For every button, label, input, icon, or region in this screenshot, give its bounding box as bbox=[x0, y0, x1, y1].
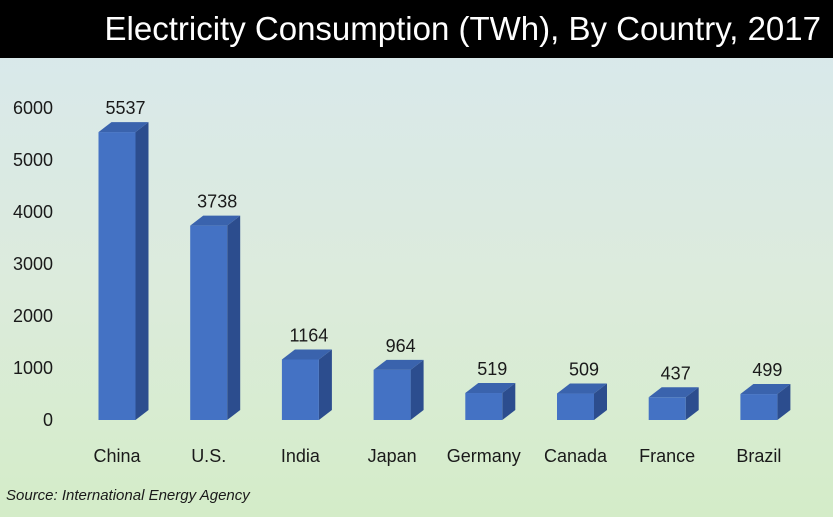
y-tick-label: 3000 bbox=[13, 254, 53, 274]
bar bbox=[98, 122, 149, 421]
bar bbox=[465, 383, 516, 420]
bar bbox=[190, 215, 241, 420]
bar bbox=[281, 349, 332, 420]
x-tick-label: Japan bbox=[368, 446, 417, 466]
bar-front bbox=[98, 132, 136, 421]
bar-side bbox=[777, 384, 791, 420]
bar bbox=[648, 387, 699, 420]
x-axis: China U.S. India Japan Germany Canada France Br… bbox=[93, 446, 781, 466]
data-label: 509 bbox=[569, 360, 599, 380]
data-label: 5537 bbox=[105, 98, 145, 118]
bar-top bbox=[190, 215, 241, 226]
y-tick-label: 6000 bbox=[13, 98, 53, 118]
data-label: 964 bbox=[386, 336, 416, 356]
x-tick-label: U.S. bbox=[191, 446, 226, 466]
x-tick-label: Germany bbox=[447, 446, 521, 466]
bar bbox=[373, 359, 424, 420]
bar-top bbox=[98, 122, 149, 133]
bar-top bbox=[648, 387, 699, 398]
bar-side bbox=[318, 349, 332, 420]
data-label: 3738 bbox=[197, 192, 237, 212]
bar-side bbox=[685, 387, 699, 420]
x-tick-label: Canada bbox=[544, 446, 608, 466]
bar-side bbox=[502, 383, 516, 420]
data-label: 519 bbox=[477, 359, 507, 379]
data-label: 499 bbox=[752, 360, 782, 380]
data-labels: 5537 3738 1164 964 519 509 437 499 bbox=[105, 98, 782, 383]
y-axis: 0 1000 2000 3000 4000 5000 6000 bbox=[13, 98, 53, 430]
y-tick-label: 0 bbox=[43, 410, 53, 430]
bar-front bbox=[557, 393, 594, 420]
x-tick-label: India bbox=[281, 446, 321, 466]
bar-side bbox=[410, 359, 424, 420]
x-tick-label: France bbox=[639, 446, 695, 466]
bar-top bbox=[281, 349, 332, 360]
bar-front bbox=[190, 225, 228, 420]
bar-top bbox=[465, 383, 516, 394]
bar-top bbox=[373, 359, 424, 370]
bar bbox=[557, 383, 607, 420]
bar-front bbox=[373, 369, 411, 420]
bar bbox=[740, 384, 791, 420]
chart-title: Electricity Consumption (TWh), By Countr… bbox=[0, 0, 833, 58]
bar-side bbox=[227, 215, 241, 420]
bar-side bbox=[594, 383, 607, 420]
bar-chart: 0 1000 2000 3000 4000 5000 6000 China U.S. India… bbox=[13, 98, 791, 466]
data-label: 437 bbox=[661, 363, 691, 383]
y-tick-label: 2000 bbox=[13, 306, 53, 326]
bar-top bbox=[557, 383, 607, 394]
data-label: 1164 bbox=[290, 325, 329, 345]
bar-front bbox=[465, 393, 503, 420]
bar-front bbox=[740, 394, 778, 420]
y-tick-label: 1000 bbox=[13, 358, 53, 378]
y-tick-label: 4000 bbox=[13, 202, 53, 222]
bar-front bbox=[648, 397, 686, 420]
source-note: Source: International Energy Agency bbox=[6, 487, 250, 504]
y-tick-label: 5000 bbox=[13, 150, 53, 170]
bar-side bbox=[135, 122, 149, 421]
bar-top bbox=[740, 384, 791, 395]
bar-front bbox=[281, 359, 319, 420]
x-tick-label: China bbox=[93, 446, 141, 466]
x-tick-label: Brazil bbox=[736, 446, 781, 466]
bars bbox=[98, 122, 791, 421]
